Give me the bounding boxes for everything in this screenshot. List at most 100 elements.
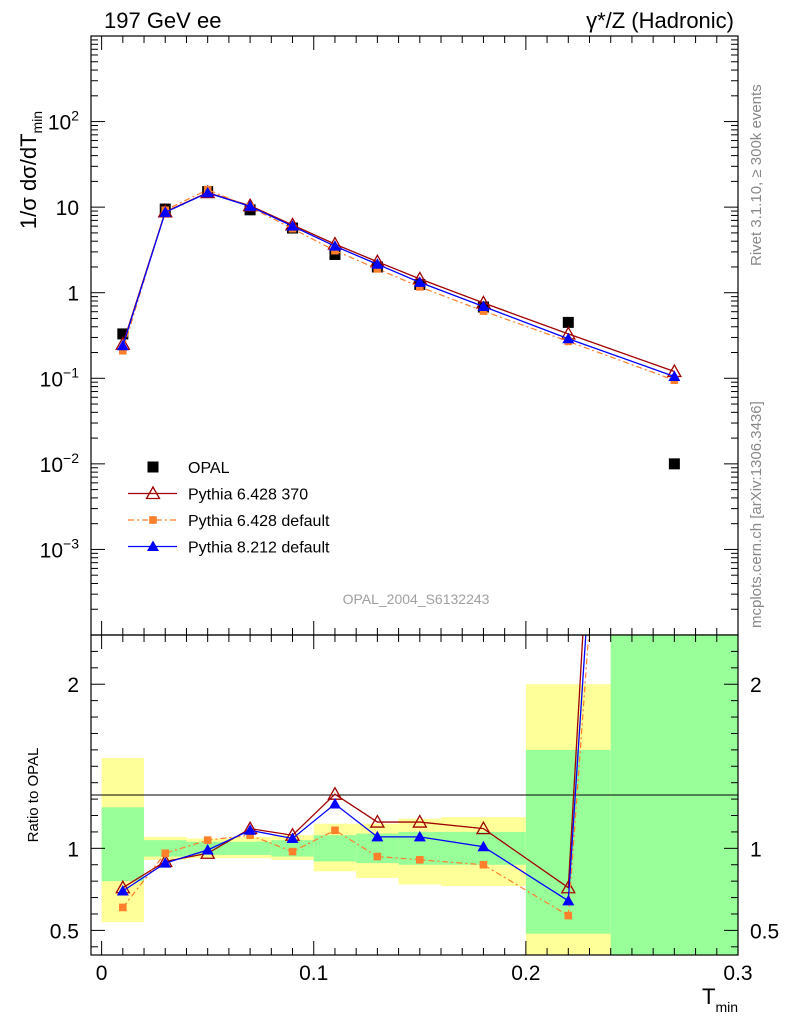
main-series — [115, 184, 682, 470]
ratio-ticks: 0.5 0.5 1 1 2 2 0 0.1 0.2 0.3 — [50, 635, 779, 985]
ratio-point-pythia8-default — [159, 857, 172, 868]
ratio-point-pythia6-default — [203, 836, 212, 844]
legend-entry-opal: OPAL — [147, 460, 230, 477]
ratio-y-tick-label-right: 2 — [750, 674, 762, 697]
legend-label: Pythia 6.428 370 — [188, 487, 308, 504]
legend-marker — [145, 485, 161, 500]
tick-base: 10 — [40, 539, 63, 562]
ratio-y-tick-label: 2 — [67, 674, 79, 697]
x-tick-label: 0.2 — [511, 962, 540, 985]
main-y-tick-label: 10 — [56, 197, 79, 220]
ratio-point-pythia6-default — [416, 856, 424, 864]
rivet-label: Rivet 3.1.10, ≥ 300k events — [748, 84, 765, 266]
x-axis-label: Tmin — [702, 984, 738, 1015]
ratio-y-tick-label: 0.5 — [50, 920, 79, 943]
point-pythia8-default — [413, 276, 426, 287]
point-pythia8-default — [328, 240, 341, 251]
ratio-frame — [90, 634, 739, 956]
point-pythia8-default — [477, 300, 490, 312]
ratio-point-pythia8-default — [562, 894, 575, 906]
process-label: γ*/Z (Hadronic) — [586, 8, 734, 33]
main-y-tick-label: 10−2 — [40, 450, 80, 477]
tick-base: 10 — [40, 454, 63, 477]
legend-marker — [147, 540, 159, 551]
ratio-point-pythia6-default — [119, 903, 127, 912]
series-pythia8-default — [116, 186, 681, 381]
ratio-point-pythia8-default — [413, 830, 426, 842]
point-pythia8-default — [159, 206, 172, 217]
x-tick-label: 0 — [96, 962, 108, 985]
ratio-point-pythia8-default — [201, 843, 214, 855]
ratio-series — [115, 635, 590, 920]
tick-base: 10 — [48, 112, 71, 135]
legend-label: OPAL — [188, 460, 230, 477]
ratio-point-pythia8-default — [371, 830, 384, 842]
ratio-point-pythia6-default — [331, 826, 339, 835]
tick-exponent: −2 — [63, 450, 79, 466]
ratio-point-pythia6-370 — [412, 814, 428, 828]
legend-label: Pythia 6.428 default — [188, 513, 330, 530]
ratio-y-tick-label: 1 — [67, 838, 79, 861]
energy-label: 197 GeV ee — [104, 8, 221, 33]
tick-exponent: −1 — [63, 364, 79, 380]
tick-base: 10 — [40, 368, 63, 391]
line-pythia6-370 — [122, 191, 675, 373]
ratio-point-pythia6-370 — [475, 820, 492, 835]
point-pythia8-default — [201, 186, 214, 198]
ratio-y-tick-label-right: 0.5 — [750, 920, 779, 943]
ratio-point-pythia6-default — [161, 849, 170, 858]
analysis-id: OPAL_2004_S6132243 — [343, 591, 490, 607]
band-inner — [101, 807, 145, 882]
ratio-point-pythia6-default — [479, 860, 488, 869]
band-inner — [228, 841, 272, 855]
main-y-axis-label: 1/σ dσ/dTmin — [16, 111, 45, 229]
main-y-tick-label: 10−3 — [40, 535, 80, 562]
line-pythia8-default — [122, 192, 675, 378]
ratio-point-pythia6-370 — [369, 814, 385, 828]
main-y-tick-label: 102 — [48, 108, 79, 135]
legend-label: Pythia 8.212 default — [188, 540, 330, 557]
point-opal — [117, 328, 129, 340]
point-pythia8-default — [668, 370, 681, 381]
point-opal — [668, 458, 680, 470]
ratio-point-pythia6-default — [564, 911, 573, 920]
ratio-point-pythia6-default — [288, 847, 297, 856]
ratio-plot: 0.5 0.5 1 1 2 2 0 0.1 0.2 0.3 Ratio to OPAL Tmin — [25, 634, 779, 1015]
series-pythia6-default — [119, 185, 679, 384]
ratio-point-pythia6-default — [246, 831, 254, 840]
legend-entry-pythia6-default: Pythia 6.428 default — [128, 513, 330, 530]
point-pythia6-default — [373, 265, 382, 273]
main-y-tick-label: 1 — [67, 283, 79, 306]
tick-exponent: −3 — [63, 535, 79, 551]
tick-exponent: 2 — [71, 108, 79, 124]
line-pythia6-default — [122, 189, 675, 381]
ratio-y-axis-label: Ratio to OPAL — [25, 748, 42, 843]
legend-entry-pythia8-default: Pythia 8.212 default — [128, 540, 330, 557]
point-pythia8-default — [286, 220, 299, 231]
mcplots-label: mcplots.cern.ch [arXiv:1306.3436] — [748, 401, 765, 628]
legend-marker — [149, 516, 157, 524]
legend-entry-pythia6-370: Pythia 6.428 370 — [128, 485, 308, 504]
band-inner — [525, 749, 611, 934]
legend-marker — [147, 461, 159, 473]
point-pythia8-default — [562, 332, 575, 344]
main-y-tick-label: 10−1 — [40, 364, 80, 391]
point-pythia6-default — [331, 246, 339, 255]
x-tick-label: 0.3 — [723, 962, 752, 985]
x-tick-label: 0.1 — [299, 962, 328, 985]
ratio-point-pythia8-default — [244, 824, 257, 835]
ratio-point-pythia8-default — [477, 840, 490, 852]
point-pythia6-default — [479, 307, 488, 315]
point-pythia8-default — [371, 258, 384, 269]
series-pythia6-370 — [115, 184, 682, 378]
ratio-y-tick-label-right: 1 — [750, 838, 762, 861]
series-opal — [117, 186, 680, 470]
point-pythia8-default — [116, 339, 129, 351]
point-pythia8-default — [244, 200, 257, 211]
band-inner — [313, 835, 357, 862]
ratio-series-pythia6-default — [119, 635, 590, 920]
point-pythia6-default — [119, 346, 127, 355]
